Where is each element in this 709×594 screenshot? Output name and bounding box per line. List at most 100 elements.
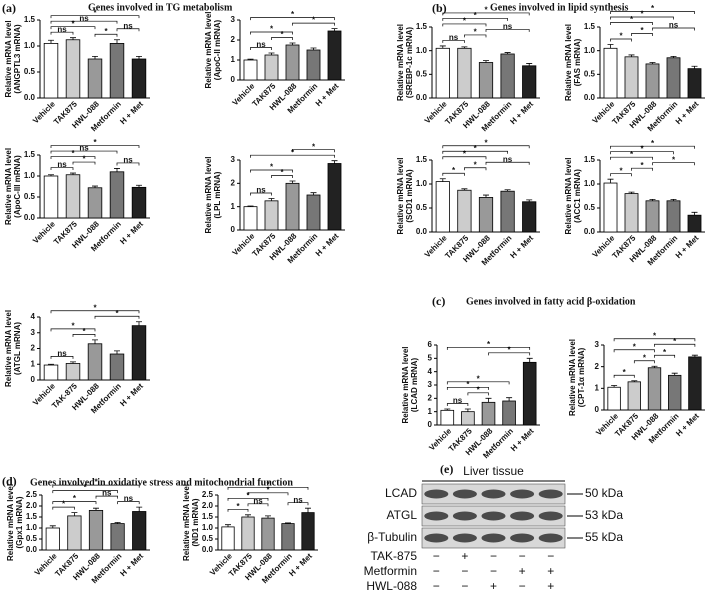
- error-bar: [439, 45, 446, 49]
- bar-chart: 0.0 0.5 1.0 1.5 Relative mRNA level (SREBP-1c…: [396, 6, 540, 133]
- bar: [67, 515, 82, 551]
- bar: [87, 187, 103, 219]
- y-axis-label: (CPT-1α mRNA): [577, 347, 586, 407]
- significance-bracket: [50, 145, 140, 149]
- x-tick-label: H + Met: [118, 219, 145, 246]
- condition-sign: +: [547, 579, 554, 593]
- significance-label: ns: [293, 495, 303, 504]
- bar: [281, 523, 295, 551]
- error-bar: [691, 354, 698, 357]
- error-bar: [439, 178, 446, 182]
- significance-bracket: [227, 497, 269, 501]
- bar: [65, 39, 81, 99]
- error-bar: [310, 192, 317, 195]
- bar: [65, 363, 81, 381]
- error-bar: [305, 507, 311, 513]
- bar: [65, 174, 81, 219]
- significance-bracket: [287, 502, 309, 506]
- y-tick-label: 1: [231, 202, 236, 211]
- y-tick-label: 1.0: [24, 41, 36, 50]
- blot-band: [538, 489, 563, 499]
- bar: [500, 190, 515, 233]
- significance-bracket: [610, 156, 653, 160]
- significance-label: *: [474, 160, 478, 169]
- x-tick-label: H + Met: [509, 426, 536, 453]
- y-tick-label: 4: [31, 312, 36, 321]
- bar: [241, 516, 255, 551]
- error-bar: [506, 397, 513, 401]
- bar: [478, 197, 494, 233]
- significance-bracket: [50, 26, 96, 30]
- panel-title: Genes involved in TG metabolism: [88, 2, 233, 13]
- y-tick-label: 2: [231, 178, 236, 187]
- error-bar: [670, 198, 677, 201]
- significance-bracket: [72, 333, 96, 337]
- bar: [131, 325, 147, 381]
- error-bar: [526, 357, 533, 363]
- x-tick-label: H + Met: [118, 381, 145, 408]
- blot-band: [510, 533, 535, 543]
- significance-label: *: [474, 144, 478, 153]
- size-label: 50 kDa: [585, 486, 623, 500]
- significance-bracket: [52, 484, 140, 488]
- bar: [624, 193, 639, 233]
- bar: [666, 57, 681, 99]
- condition-sign: +: [490, 579, 497, 593]
- y-axis-label: (ANGPTL3 mRNA): [13, 24, 22, 94]
- error-bar: [247, 205, 254, 207]
- blot-band: [452, 533, 477, 543]
- blot-band: [424, 489, 449, 499]
- y-tick-label: 0: [595, 405, 600, 414]
- y-tick-label: 1: [231, 55, 236, 64]
- y-tick-label: 0.0: [24, 213, 36, 222]
- y-tick-label: 1.0: [416, 179, 428, 188]
- bar: [645, 63, 660, 99]
- x-tick-label: H + Met: [118, 99, 145, 126]
- y-tick-label: 0.0: [202, 545, 214, 554]
- blot-band: [510, 489, 535, 499]
- blot-band: [452, 511, 477, 521]
- error-bar: [691, 211, 698, 216]
- condition-label: HWL-088: [366, 579, 417, 593]
- error-bar: [607, 44, 614, 49]
- significance-label: *: [640, 144, 644, 153]
- error-bar: [628, 54, 635, 57]
- bar-chart: 0.0 0.5 1.0 1.5 2.0 2.5 Relative mRNA level (Gp…: [6, 478, 150, 585]
- bar-chart: 0.0 0.5 1.0 1.5 Relative mRNA level (FAS mRNA…: [564, 4, 705, 133]
- significance-bracket: [94, 315, 140, 319]
- significance-bracket: [442, 172, 465, 176]
- significance-bracket: [464, 167, 487, 171]
- bar: [132, 511, 147, 551]
- bar: [261, 517, 275, 551]
- error-bar: [245, 514, 251, 517]
- significance-bracket: [52, 490, 118, 494]
- error-bar: [92, 185, 98, 188]
- significance-label: *: [312, 16, 316, 25]
- y-axis-label: (SREBP-1c mRNA): [405, 27, 414, 98]
- condition-sign: −: [461, 579, 468, 593]
- error-bar: [265, 515, 271, 519]
- y-tick-label: 1.5: [584, 22, 596, 31]
- significance-bracket: [485, 161, 530, 165]
- y-axis-label: Relative mRNA level: [396, 24, 405, 101]
- y-tick-label: 0.5: [416, 69, 428, 78]
- significance-label: *: [246, 491, 250, 500]
- significance-label: *: [71, 321, 75, 330]
- y-tick-label: 1: [595, 383, 600, 392]
- error-bar: [71, 512, 78, 516]
- significance-label: *: [653, 331, 657, 340]
- blot-band: [452, 489, 477, 499]
- y-tick-label: 0: [231, 75, 236, 84]
- bar: [688, 356, 702, 411]
- y-axis-label: (LCAD mRNA): [410, 358, 419, 413]
- error-bar: [331, 160, 338, 164]
- bar: [327, 163, 342, 231]
- bar: [45, 527, 60, 551]
- y-tick-label: 2: [595, 362, 600, 371]
- significance-bracket: [271, 175, 293, 178]
- protein-label: ATGL: [387, 508, 418, 522]
- significance-label: *: [651, 4, 655, 13]
- significance-label: ns: [57, 25, 67, 34]
